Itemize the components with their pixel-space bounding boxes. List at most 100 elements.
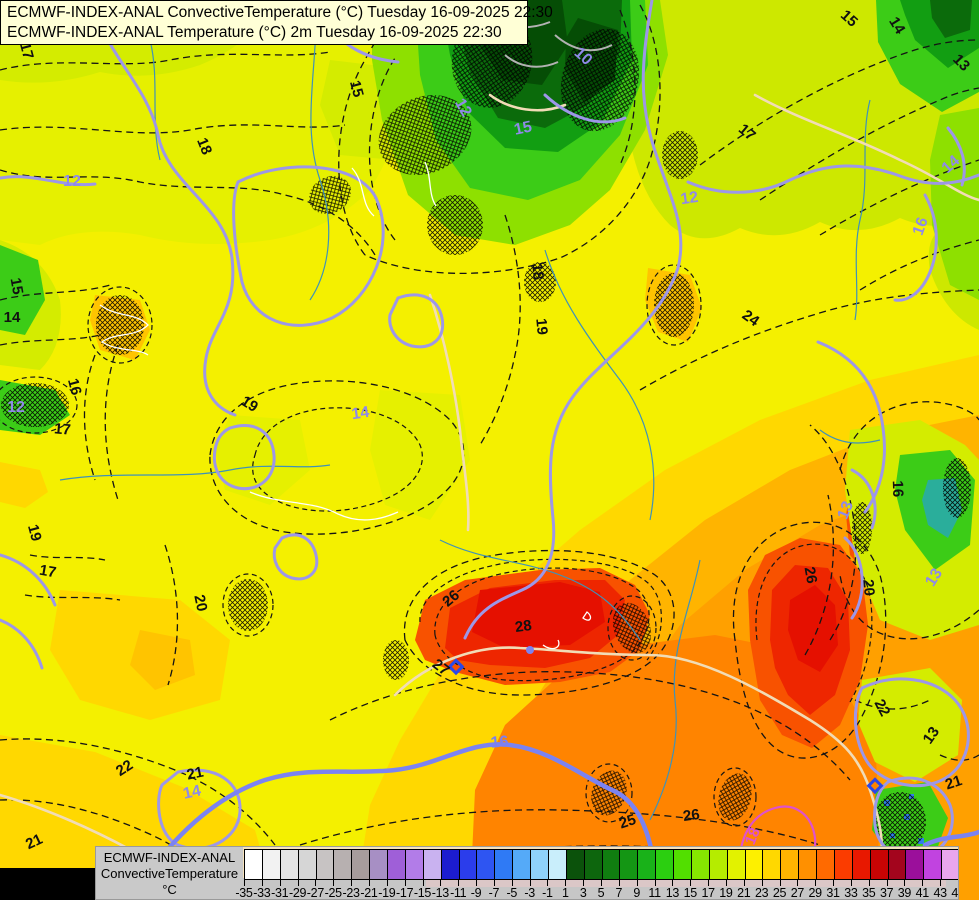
contour-label: 14 — [182, 782, 203, 802]
contour-label: 18 — [193, 135, 215, 157]
legend-tick-label: -13 — [431, 886, 449, 900]
legend-color-cell — [422, 850, 441, 879]
contour-label: 17 — [53, 420, 71, 438]
legend-color-cell — [333, 850, 352, 879]
contour-label: 26 — [801, 566, 821, 585]
contour-label: 28 — [514, 617, 533, 636]
legend-tick-label: -27 — [306, 886, 324, 900]
legend-tick-label: -33 — [253, 886, 271, 900]
legend-color-cell — [762, 850, 781, 879]
legend-tick-mark — [404, 879, 406, 886]
legend-tick-mark — [779, 879, 781, 886]
legend-tick-mark — [351, 879, 353, 886]
contour-label: 12 — [679, 189, 699, 208]
legend-tick-label: -23 — [342, 886, 360, 900]
legend-color-cell — [583, 850, 602, 879]
legend-tick-mark — [244, 879, 245, 886]
legend-tick-mark — [458, 879, 460, 886]
legend-tick-mark — [743, 879, 745, 886]
legend-tick-mark — [922, 879, 924, 886]
legend-tick-mark — [565, 879, 567, 886]
legend-color-cell — [816, 850, 834, 879]
legend-color-cell — [404, 850, 423, 879]
contour-label: 27 — [429, 656, 453, 680]
legend-tick-mark — [708, 879, 710, 886]
legend-tick-mark — [904, 879, 906, 886]
title-line-convective: ECMWF-INDEX-ANAL ConvectiveTemperature (… — [7, 4, 553, 21]
contour-label: 18 — [742, 825, 764, 847]
contour-label: 13 — [835, 499, 857, 522]
legend-tick-label: 3 — [579, 886, 587, 900]
legend-tick-label: 31 — [826, 886, 840, 900]
legend-tick-mark — [672, 879, 674, 886]
legend-tick-mark — [422, 879, 424, 886]
contour-label: 13 — [922, 565, 946, 589]
legend-tick-mark — [368, 879, 370, 886]
legend-tick-mark — [333, 879, 335, 886]
legend-color-cell — [476, 850, 495, 879]
legend-tick-mark — [958, 879, 959, 886]
title-box: ECMWF-INDEX-ANAL ConvectiveTemperature (… — [0, 0, 553, 45]
legend-tick-mark — [476, 879, 478, 886]
legend-color-cell — [297, 850, 316, 879]
contour-label: 16 — [490, 733, 509, 751]
legend-unit-label: °C — [162, 882, 177, 897]
contour-label: 12 — [451, 96, 475, 120]
legend-pink-band — [426, 878, 946, 887]
river-lines — [59, 0, 881, 821]
legend-color-cell — [941, 850, 958, 879]
legend-tick-mark — [868, 879, 870, 886]
legend-tick-label: -35 — [235, 886, 253, 900]
legend-tick-mark — [797, 879, 799, 886]
legend-tick-label: -11 — [450, 886, 467, 900]
legend-tick-mark — [261, 879, 263, 886]
legend-tick-mark — [601, 879, 602, 886]
contour-label: 22 — [113, 757, 136, 780]
legend-color-cell — [369, 850, 387, 879]
legend-color-cell — [279, 850, 298, 879]
contour-label: 15 — [513, 118, 534, 138]
legend-tick-label: -29 — [288, 886, 307, 900]
legend-tick-mark — [386, 879, 388, 886]
legend-tick-mark — [315, 879, 317, 886]
contour-label: 12 — [63, 173, 81, 190]
contour-label: 22 — [871, 697, 894, 720]
legend-color-cell — [315, 850, 334, 879]
legend-color-cell — [440, 850, 459, 879]
legend-tick-label: 19 — [719, 886, 733, 900]
legend-color-cell — [351, 850, 370, 879]
legend-tick-mark — [636, 879, 638, 886]
legend-color-cell — [547, 850, 566, 879]
legend-tick-label: 35 — [862, 886, 876, 900]
legend-color-cell — [923, 850, 942, 879]
major-river-lines — [147, 646, 979, 875]
legend-color-cell — [726, 850, 745, 879]
legend-color-cell — [387, 850, 405, 879]
legend-tick-label: -25 — [324, 886, 342, 900]
contour-label: 18 — [528, 263, 546, 281]
legend-color-cell — [833, 850, 852, 879]
legend-tick-label: 25 — [772, 886, 787, 900]
legend-tick-label: -31 — [271, 886, 289, 900]
title-line-2m: ECMWF-INDEX-ANAL Temperature (°C) 2m Tue… — [7, 24, 502, 41]
legend-tick-mark — [761, 879, 763, 886]
legend-tick-label: 37 — [879, 886, 894, 900]
legend-field-label: ConvectiveTemperature — [100, 866, 239, 881]
legend-tick-mark — [279, 879, 281, 886]
legend-tick-label: -17 — [396, 886, 414, 900]
legend-tick-label: 7 — [615, 886, 623, 900]
legend-tick-label: -9 — [470, 886, 482, 900]
legend-color-cell — [869, 850, 888, 879]
legend-tick-label: 41 — [915, 886, 930, 900]
legend-color-cell — [565, 850, 584, 879]
contour-label: 15 — [346, 79, 367, 100]
legend-text-panel — [96, 847, 243, 899]
contour-label: 14 — [350, 404, 370, 423]
contour-label: 25 — [617, 811, 638, 832]
contour-label: 15 — [7, 277, 27, 296]
contour-label: 19 — [532, 318, 550, 336]
